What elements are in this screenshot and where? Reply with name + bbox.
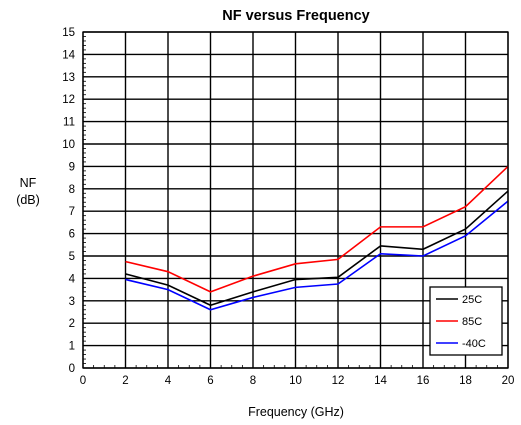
x-tick-label: 4 (165, 375, 172, 387)
y-tick-label: 13 (62, 72, 75, 84)
series-line-85C (126, 166, 509, 291)
y-tick-label: 9 (69, 161, 75, 173)
y-tick-label: 8 (69, 184, 75, 196)
y-tick-label: 0 (69, 363, 75, 375)
x-axis-label: Frequency (GHz) (248, 405, 344, 419)
y-tick-label: 3 (69, 296, 75, 308)
y-tick-label: 11 (63, 117, 75, 129)
x-tick-label: 14 (374, 375, 387, 387)
x-tick-label: 18 (459, 375, 472, 387)
y-tick-label: 12 (62, 94, 75, 106)
y-tick-label: 2 (69, 318, 75, 330)
x-tick-label: 0 (80, 375, 86, 387)
x-tick-label: 8 (250, 375, 256, 387)
y-tick-label: 14 (62, 49, 75, 61)
legend: 25C 85C -40C (430, 287, 502, 355)
y-tick-label: 1 (69, 341, 75, 353)
x-tick-label: 16 (417, 375, 430, 387)
x-tick-label: 6 (207, 375, 213, 387)
legend-label: -40C (462, 338, 486, 350)
legend-label: 25C (462, 294, 482, 306)
x-tick-label: 2 (122, 375, 128, 387)
y-tick-label: 5 (69, 251, 75, 263)
y-axis-label-line2: (dB) (16, 193, 40, 207)
y-tick-label: 7 (69, 206, 75, 218)
x-tick-label: 10 (289, 375, 302, 387)
x-tick-label: 20 (502, 375, 515, 387)
y-axis-label-line1: NF (20, 176, 37, 190)
chart-title: NF versus Frequency (222, 8, 369, 24)
y-tick-label: 6 (69, 229, 75, 241)
y-tick-label: 10 (62, 139, 75, 151)
x-tick-label: 12 (332, 375, 345, 387)
y-tick-label: 15 (62, 27, 75, 39)
legend-label: 85C (462, 316, 482, 328)
y-tick-label: 4 (69, 273, 76, 285)
